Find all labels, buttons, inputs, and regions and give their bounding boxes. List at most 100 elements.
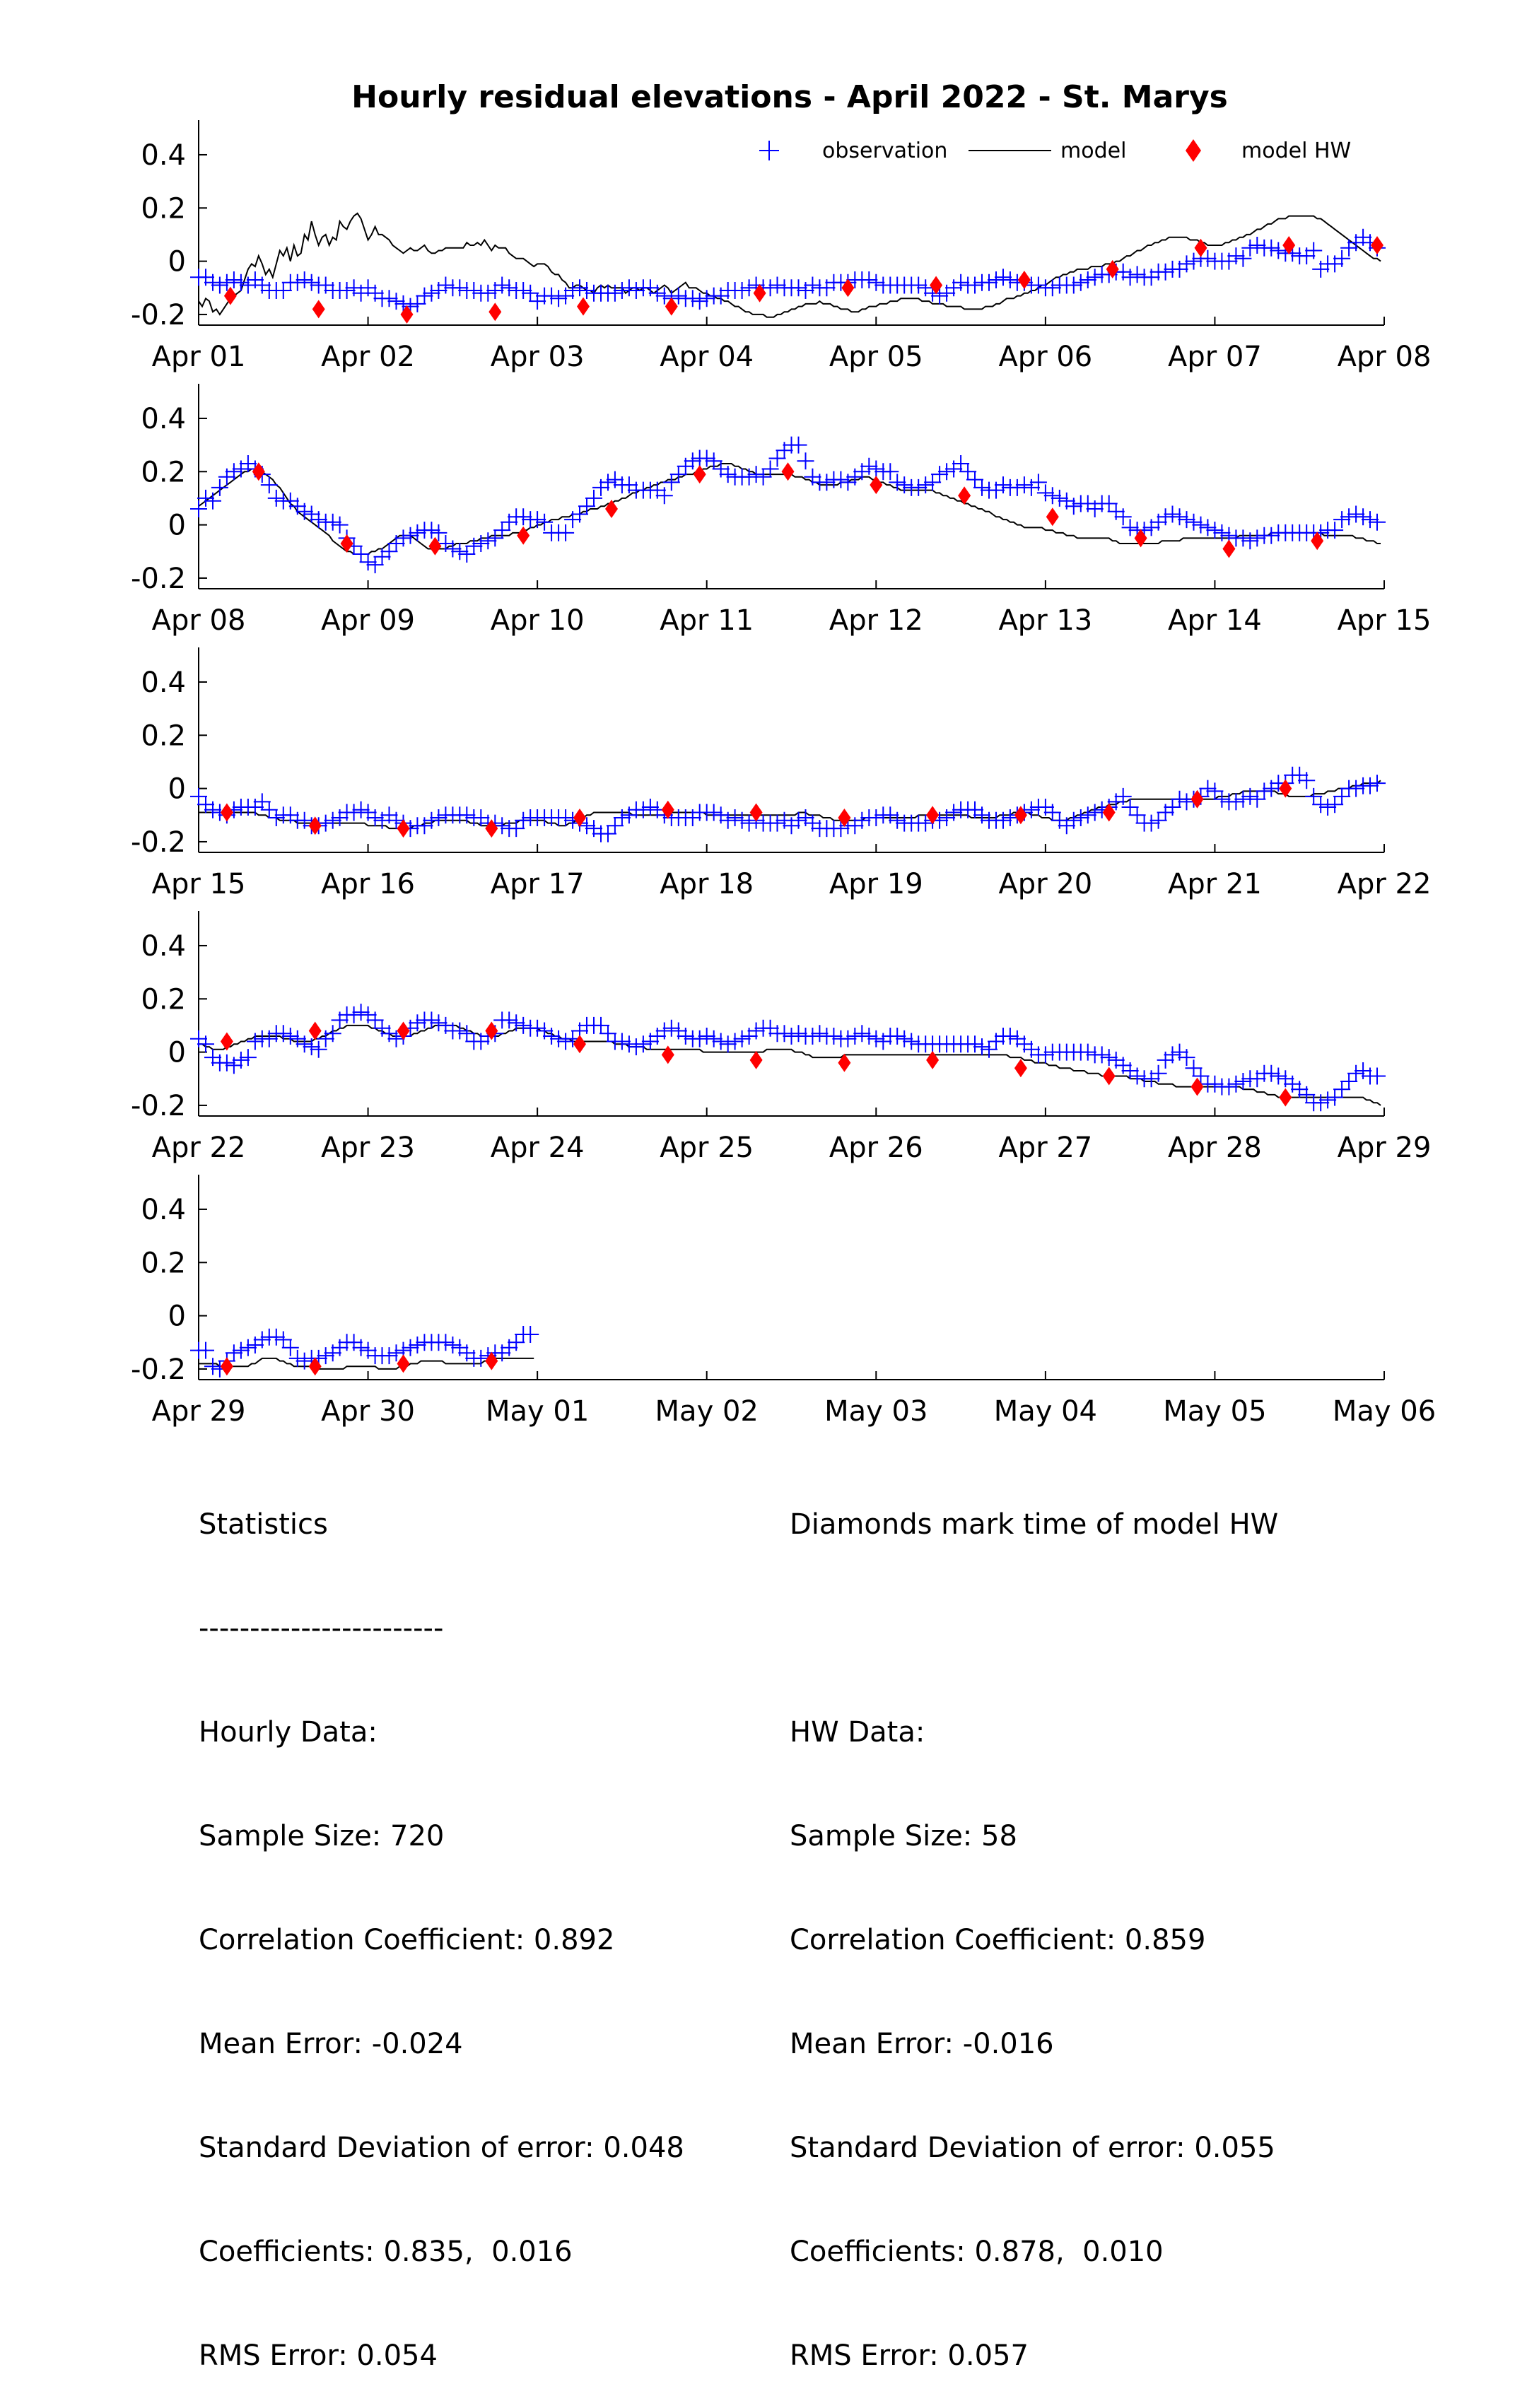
model-hw-marker <box>749 1050 763 1069</box>
observation-point <box>253 1331 271 1349</box>
observation-point <box>458 806 476 824</box>
observation-point <box>966 1035 983 1053</box>
observation-point <box>1001 1028 1019 1045</box>
model-hw-marker <box>340 534 353 553</box>
panel-1: -0.2 0 0.2 0.4 Apr 01 Apr 02 Apr 03 Apr 04 Apr 0… <box>131 120 1431 373</box>
observation-point <box>1319 1091 1337 1109</box>
observation-point <box>655 487 673 505</box>
observation-point <box>409 295 426 312</box>
model-hw-marker <box>958 486 971 505</box>
observation-point <box>606 284 624 302</box>
x-tick-label: Apr 19 <box>829 868 923 900</box>
observation-point <box>1213 524 1231 541</box>
observation-point <box>1185 252 1203 270</box>
observation-point <box>352 801 370 818</box>
model-hw-marker <box>252 462 265 481</box>
observation-point <box>204 492 221 510</box>
y-tick-label: 0.4 <box>141 403 186 435</box>
stats-std-dev: Standard Deviation of error: 0.055 <box>790 2132 1275 2164</box>
model-hw-marker <box>1102 1067 1116 1086</box>
observation-point <box>479 532 497 550</box>
observation-point <box>225 463 242 481</box>
observation-point <box>641 799 659 816</box>
observation-point <box>550 290 568 307</box>
observation-point <box>1199 249 1217 267</box>
observation-point <box>352 546 370 563</box>
observation-point <box>1114 787 1132 805</box>
observation-point <box>882 463 899 481</box>
observation-point <box>1178 1049 1195 1067</box>
observation-point <box>239 1049 257 1067</box>
observation-point <box>860 457 878 475</box>
observation-point <box>1164 1046 1181 1064</box>
model-hw-marker <box>1311 531 1324 551</box>
model-line <box>198 212 1381 318</box>
observation-point <box>1015 476 1033 494</box>
y-tick-label: 0.4 <box>141 930 186 963</box>
model-hw-marker <box>517 526 530 545</box>
observation-point <box>853 811 871 829</box>
x-tick-label: Apr 10 <box>491 604 585 637</box>
x-tick-label: Apr 13 <box>998 604 1092 637</box>
x-tick-label: Apr 26 <box>829 1132 923 1164</box>
observation-point <box>557 1033 575 1050</box>
observation-point <box>522 284 539 302</box>
observation-point <box>1128 266 1146 283</box>
observation-point <box>867 809 885 826</box>
model-hw-marker <box>488 303 502 322</box>
observation-point <box>1043 279 1061 297</box>
stats-heading: HW Data: <box>790 1716 925 1749</box>
x-tick-label: Apr 16 <box>321 868 415 900</box>
observation-point <box>1043 804 1061 821</box>
observation-point <box>973 478 990 496</box>
x-tick-label: Apr 05 <box>829 341 923 373</box>
observation-point <box>1093 1046 1111 1064</box>
model-hw-marker <box>308 816 322 835</box>
observation-point <box>1355 508 1372 526</box>
observation-point <box>1319 799 1337 816</box>
x-tick-label: Apr 01 <box>152 341 246 373</box>
observation-point <box>669 287 687 305</box>
observation-point <box>317 1347 334 1365</box>
observation-point <box>1206 522 1224 539</box>
observation-point <box>204 1358 221 1375</box>
observation-point <box>719 466 737 483</box>
observation-point <box>931 466 949 483</box>
x-tick-label: Apr 11 <box>660 604 754 637</box>
x-tick-label: Apr 20 <box>998 868 1092 900</box>
observation-point <box>832 471 850 488</box>
observation-point <box>1192 516 1210 534</box>
model-hw-marker <box>749 803 763 822</box>
observation-point <box>903 1033 920 1050</box>
observation-point <box>380 290 398 307</box>
y-tick-label: 0 <box>168 1300 186 1333</box>
stats-coefficients: Coefficients: 0.878, 0.010 <box>790 2236 1164 2268</box>
x-tick-label: Apr 07 <box>1168 341 1262 373</box>
observation-point <box>790 436 807 454</box>
observation-point <box>472 1349 490 1367</box>
observation-point <box>1100 495 1118 512</box>
observation-point <box>1114 508 1132 526</box>
observation-point <box>529 1019 546 1037</box>
observation-point <box>557 524 575 541</box>
observation-point <box>599 825 616 842</box>
observation-point <box>493 276 511 294</box>
observation-point <box>910 478 928 496</box>
stats-coefficients: Coefficients: 0.835, 0.016 <box>199 2236 573 2268</box>
observation-point <box>1326 522 1344 539</box>
observation-point <box>458 546 476 563</box>
observation-point <box>1227 247 1245 265</box>
observation-point <box>1333 1081 1351 1098</box>
observation-point <box>1369 1067 1386 1085</box>
observation-point <box>938 463 956 481</box>
model-hw-marker <box>926 806 940 825</box>
observation-point <box>1072 809 1089 826</box>
observation-point <box>366 1011 384 1029</box>
observation-point <box>1065 498 1082 515</box>
observation-point <box>1079 806 1096 824</box>
y-tick-label: 0 <box>168 773 186 806</box>
observation-point <box>387 1030 405 1047</box>
observation-point <box>296 271 313 288</box>
model-hw-marker <box>661 1045 674 1064</box>
observation-point <box>1001 271 1019 288</box>
